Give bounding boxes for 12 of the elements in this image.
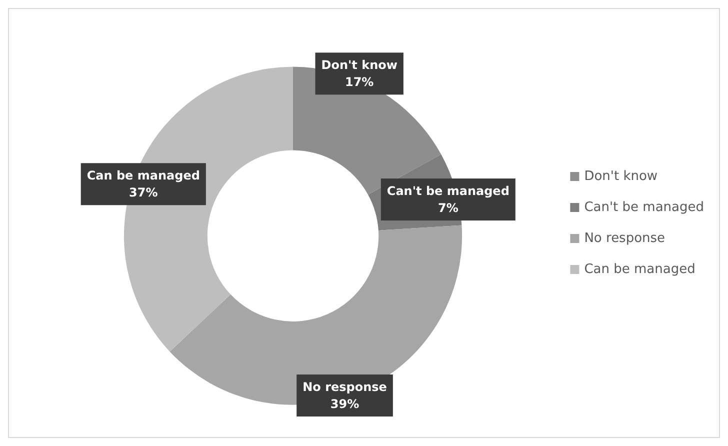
data-label: 7% bbox=[438, 200, 458, 215]
legend-label: Can be managed bbox=[584, 262, 696, 277]
slice-label: Don't know bbox=[321, 58, 398, 72]
data-label: 39% bbox=[330, 396, 360, 411]
legend-label: Can't be managed bbox=[584, 200, 704, 215]
slice-label: Can't be managed bbox=[386, 184, 510, 198]
data-label: 37% bbox=[129, 186, 158, 200]
legend-label: Don't know bbox=[584, 169, 658, 184]
legend-label: No response bbox=[584, 231, 666, 246]
slice-label: No response bbox=[302, 380, 387, 394]
data-label: 17% bbox=[344, 75, 374, 90]
slice-label: Can be managed bbox=[86, 168, 200, 183]
